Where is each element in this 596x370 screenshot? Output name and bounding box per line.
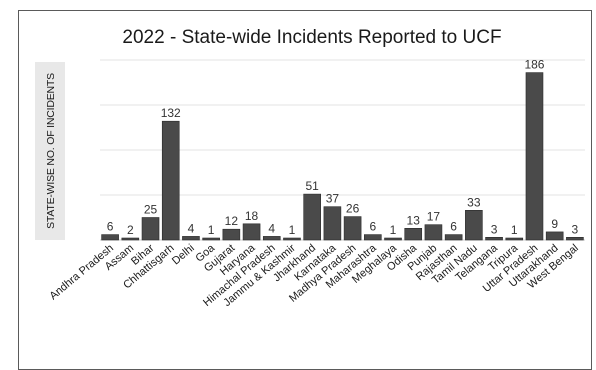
bar-14 xyxy=(384,237,402,241)
value-label-14: 1 xyxy=(390,223,397,237)
bar-8 xyxy=(262,236,281,241)
bar-10 xyxy=(303,193,321,241)
bar-chart: STATE-WISE NO. OF INCIDENTS 2022 - State… xyxy=(35,27,585,310)
bar-15 xyxy=(404,228,423,241)
bar-9 xyxy=(283,237,301,241)
value-label-0: 6 xyxy=(107,220,114,234)
bar-7 xyxy=(242,223,261,241)
bar-0 xyxy=(101,234,119,241)
value-label-1: 2 xyxy=(127,223,134,237)
value-label-21: 186 xyxy=(524,58,544,72)
x-tick-labels: Andhra PradeshAssamBiharChhattisgarhDelh… xyxy=(47,242,580,310)
bar-16 xyxy=(424,224,443,241)
bar-12 xyxy=(343,216,362,241)
value-label-12: 26 xyxy=(346,202,360,216)
value-label-13: 6 xyxy=(369,220,376,234)
value-label-15: 13 xyxy=(407,213,421,227)
bar-2 xyxy=(141,217,160,241)
chart-frame xyxy=(18,10,592,370)
value-label-19: 3 xyxy=(491,222,498,236)
bar-3 xyxy=(161,120,180,241)
bar-22 xyxy=(545,231,564,241)
value-label-18: 33 xyxy=(467,195,481,209)
value-label-10: 51 xyxy=(306,179,320,193)
value-label-6: 12 xyxy=(225,214,239,228)
value-label-8: 4 xyxy=(268,221,275,235)
value-label-9: 1 xyxy=(289,223,296,237)
bar-11 xyxy=(323,206,342,241)
value-label-16: 17 xyxy=(427,210,441,224)
gridlines xyxy=(100,59,585,241)
value-label-23: 3 xyxy=(572,222,579,236)
bar-17 xyxy=(444,234,463,241)
ylabel: STATE-WISE NO. OF INCIDENTS xyxy=(45,73,57,229)
bar-21 xyxy=(525,72,544,241)
bar-6 xyxy=(222,228,241,241)
bar-5 xyxy=(202,237,220,241)
value-label-3: 132 xyxy=(161,106,181,120)
value-label-22: 9 xyxy=(551,217,558,231)
value-label-4: 4 xyxy=(188,221,195,235)
bar-1 xyxy=(121,237,140,241)
chart-title: 2022 - State-wide Incidents Reported to … xyxy=(122,27,501,48)
value-label-11: 37 xyxy=(326,192,340,206)
value-label-7: 18 xyxy=(245,209,259,223)
value-label-20: 1 xyxy=(511,223,518,237)
bar-4 xyxy=(182,236,200,241)
ylabel-box xyxy=(35,62,65,240)
bar-13 xyxy=(364,234,382,241)
bar-20 xyxy=(505,237,524,241)
bar-19 xyxy=(485,237,503,241)
x-tick-label-0: Andhra Pradesh xyxy=(47,242,116,302)
bar-18 xyxy=(465,210,483,241)
bar-23 xyxy=(566,237,584,241)
bars xyxy=(101,72,584,241)
value-label-5: 1 xyxy=(208,223,215,237)
value-label-2: 25 xyxy=(144,203,158,217)
value-label-17: 6 xyxy=(450,220,457,234)
